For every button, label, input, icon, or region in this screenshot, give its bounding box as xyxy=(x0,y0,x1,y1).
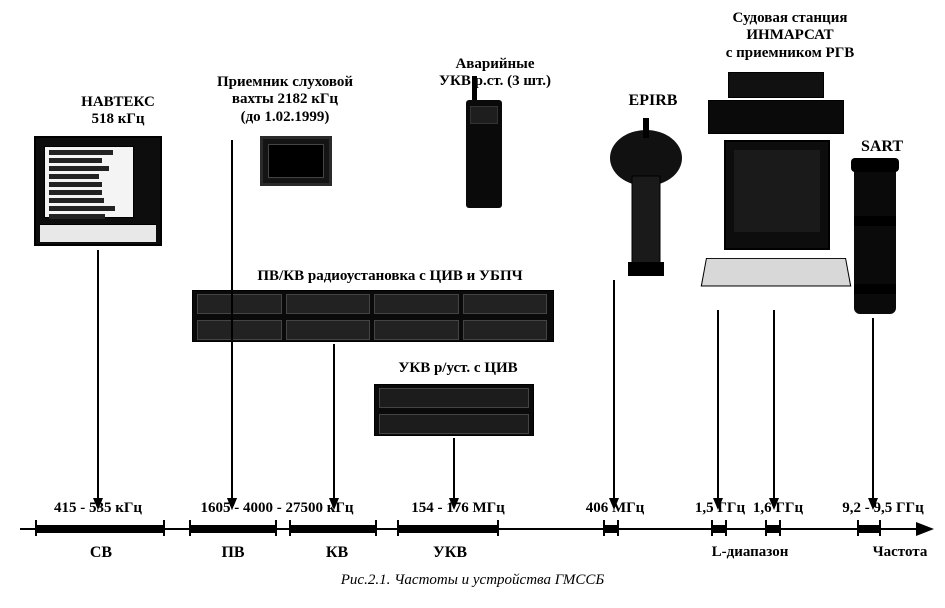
axis-tick xyxy=(857,520,859,536)
pointer-arrow xyxy=(333,344,335,500)
device-sart xyxy=(854,164,896,314)
device-title-mfhf: ПВ/КВ радиоустановка с ЦИВ и УБПЧ xyxy=(230,268,550,285)
axis-band-segment xyxy=(604,525,618,533)
device-navtex xyxy=(34,136,162,246)
pointer-arrowhead xyxy=(769,498,779,510)
pointer-arrow xyxy=(717,310,719,500)
axis-band-segment xyxy=(712,525,726,533)
device-mfhf xyxy=(192,290,554,342)
device-title-sart: SART xyxy=(852,138,912,156)
axis-band-segment xyxy=(290,525,376,533)
pointer-arrowhead xyxy=(449,498,459,510)
axis-tick xyxy=(765,520,767,536)
axis-tick xyxy=(35,520,37,536)
device-title-watch2182: Приемник слуховой вахты 2182 кГц (до 1.0… xyxy=(200,74,370,126)
axis-end-label: Частота xyxy=(860,544,940,561)
band-label: L-диапазон xyxy=(700,544,800,561)
device-epirb xyxy=(608,118,684,278)
axis-tick xyxy=(617,520,619,536)
pointer-arrow xyxy=(773,310,775,500)
axis-tick xyxy=(375,520,377,536)
axis-tick xyxy=(497,520,499,536)
axis-tick xyxy=(163,520,165,536)
axis-band-segment xyxy=(858,525,880,533)
device-inmarsat xyxy=(700,72,850,307)
pointer-arrowhead xyxy=(609,498,619,510)
axis-tick xyxy=(397,520,399,536)
axis-tick xyxy=(275,520,277,536)
pointer-arrow xyxy=(97,250,99,500)
axis-band-segment xyxy=(36,525,164,533)
figure-caption: Рис.2.1. Частоты и устройства ГМССБ xyxy=(0,572,945,589)
axis-band-segment xyxy=(766,525,780,533)
pointer-arrowhead xyxy=(227,498,237,510)
pointer-arrowhead xyxy=(329,498,339,510)
frequency-range-label: 9,2 - 9,5 ГГц xyxy=(828,500,938,517)
axis-tick xyxy=(879,520,881,536)
device-title-inmarsat: Судовая станция ИНМАРСАТ с приемником РГ… xyxy=(705,10,875,62)
band-label: ПВ xyxy=(208,544,258,562)
pointer-arrowhead xyxy=(713,498,723,510)
device-vhf_dsc xyxy=(374,384,534,436)
axis-tick xyxy=(289,520,291,536)
pointer-arrow xyxy=(453,438,455,500)
axis-arrowhead xyxy=(916,522,934,536)
frequency-range-label: 1605 - 4000 - 27500 кГц xyxy=(172,500,382,517)
axis-band-segment xyxy=(398,525,498,533)
device-title-vhf_dsc: УКВ р/уст. с ЦИВ xyxy=(378,360,538,377)
axis-tick xyxy=(189,520,191,536)
device-title-navtex: НАВТЕКС 518 кГц xyxy=(58,94,178,129)
pointer-arrowhead xyxy=(93,498,103,510)
band-label: КВ xyxy=(312,544,362,562)
device-title-epirb: EPIRB xyxy=(618,92,688,110)
pointer-arrow xyxy=(231,344,233,500)
pointer-arrow xyxy=(872,318,874,500)
band-label: СВ xyxy=(76,544,126,562)
device-title-emergency_vhf: Аварийные УКВ р.ст. (3 шт.) xyxy=(420,56,570,91)
axis-tick xyxy=(779,520,781,536)
pointer-arrow xyxy=(613,280,615,500)
device-emergency_vhf xyxy=(466,100,502,208)
pointer-arrowhead xyxy=(868,498,878,510)
axis-tick xyxy=(711,520,713,536)
axis-tick xyxy=(603,520,605,536)
axis-band-segment xyxy=(190,525,276,533)
axis-tick xyxy=(725,520,727,536)
device-watch2182 xyxy=(260,136,332,186)
band-label: УКВ xyxy=(420,544,480,562)
